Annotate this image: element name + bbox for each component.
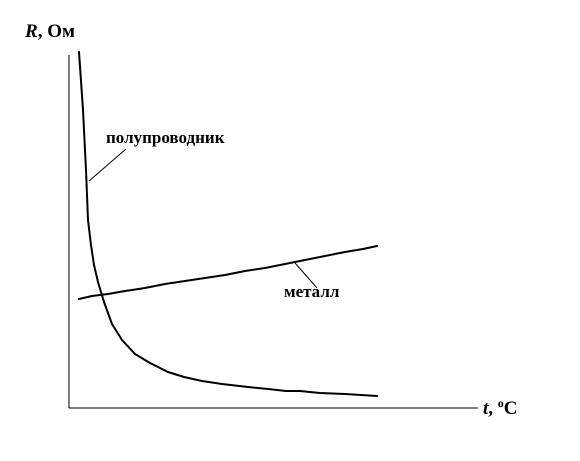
semiconductor-curve <box>78 51 378 397</box>
metal-label: металл <box>284 282 340 301</box>
x-axis-symbol: t <box>483 398 489 419</box>
y-axis-unit: , Ом <box>38 21 75 42</box>
semiconductor-leader-line <box>88 148 127 182</box>
metal-line <box>78 245 378 300</box>
y-axis-symbol: R <box>24 21 38 42</box>
y-axis-title: R, Ом <box>24 21 75 42</box>
semiconductor-label: полупроводник <box>106 128 225 147</box>
x-axis-unit-suffix: C <box>504 398 518 419</box>
x-axis-unit-prefix: , <box>488 398 498 419</box>
metal-leader-line <box>294 262 318 289</box>
x-axis-degree: o <box>498 396 504 410</box>
x-axis-title: t, oC <box>483 396 518 419</box>
